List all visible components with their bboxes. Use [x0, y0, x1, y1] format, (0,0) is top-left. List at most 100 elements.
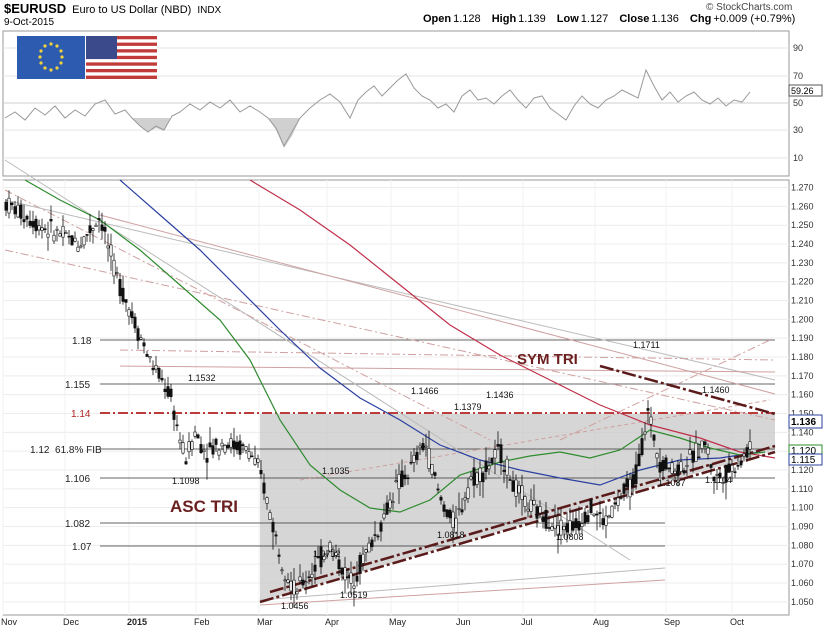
candle-body	[151, 367, 155, 371]
level-label-1-12-fib: 1.12 61.8% FIB	[30, 445, 102, 456]
ma-price-label: 1.115	[791, 455, 816, 466]
candle-body	[397, 473, 401, 490]
candle-body	[700, 440, 704, 449]
candlesticks	[4, 190, 752, 608]
candle-body	[169, 388, 173, 397]
high-label: High	[491, 13, 517, 25]
point-label: 1.1466	[411, 386, 439, 396]
candle-body	[145, 354, 149, 357]
us-flag-icon	[86, 36, 157, 79]
candle-body	[178, 439, 182, 444]
candle-body	[439, 496, 443, 501]
low-value: 1.127	[580, 13, 609, 25]
candle-body	[661, 460, 665, 472]
candle-body	[442, 504, 446, 512]
candle-body	[646, 408, 650, 411]
symbol: $EURUSD	[4, 1, 67, 16]
candle-body	[343, 567, 347, 581]
candle-body	[79, 245, 83, 248]
candle-body	[682, 470, 686, 474]
point-label: 1.1087	[658, 478, 686, 488]
candle-body	[37, 225, 41, 231]
time-tick-label: 2015	[127, 617, 147, 627]
time-tick-label: Sep	[664, 617, 680, 627]
candle-body	[328, 542, 332, 552]
candle-body	[673, 470, 677, 474]
close-label: Close	[619, 13, 650, 25]
candle-body	[649, 416, 653, 425]
candle-body	[445, 509, 449, 517]
candle-body	[298, 576, 302, 582]
price-tick-label: 1.180	[791, 352, 814, 362]
candle-body	[679, 461, 683, 472]
candle-body	[400, 470, 404, 488]
candle-body	[634, 464, 638, 485]
candle-body	[10, 202, 14, 206]
candle-body	[703, 441, 707, 446]
candle-body	[331, 549, 335, 557]
candle-body	[748, 441, 752, 450]
candle-body	[478, 467, 482, 482]
candle-body	[64, 232, 68, 235]
chart-date: 9-Oct-2015	[4, 17, 55, 28]
candle-body	[376, 535, 380, 538]
price-tick-label: 1.240	[791, 239, 814, 249]
candle-body	[565, 523, 569, 533]
candle-body	[712, 476, 716, 482]
candle-body	[433, 472, 437, 476]
candle-body	[514, 479, 518, 497]
point-label: 1.0519	[340, 590, 368, 600]
chg-value: +0.009 (+0.79%)	[713, 13, 796, 25]
candle-body	[622, 483, 626, 494]
candle-body	[205, 458, 209, 463]
point-label: 1.1460	[702, 385, 730, 395]
candle-body	[67, 235, 71, 238]
time-tick-label: Aug	[593, 617, 609, 627]
candle-body	[610, 505, 614, 518]
level-label-1-106: 1.106	[65, 474, 90, 485]
candle-body	[334, 552, 338, 556]
open-label: Open	[423, 13, 452, 25]
candle-body	[340, 567, 344, 575]
price-tick-label: 1.170	[791, 371, 814, 381]
candle-body	[220, 442, 224, 447]
candle-body	[511, 480, 515, 492]
point-label: 1.0712	[313, 549, 341, 559]
candle-body	[580, 523, 584, 527]
candle-body	[562, 526, 566, 531]
svg-text:30: 30	[793, 125, 803, 135]
candle-body	[58, 233, 62, 237]
candle-body	[415, 451, 419, 460]
candle-body	[499, 444, 503, 463]
candle-body	[337, 559, 341, 570]
candle-body	[322, 555, 326, 560]
candle-body	[190, 441, 194, 450]
candle-body	[694, 442, 698, 462]
candle-body	[379, 522, 383, 532]
candle-body	[583, 511, 587, 524]
candle-body	[34, 218, 38, 232]
candle-body	[730, 465, 734, 472]
price-tick-label: 1.070	[791, 559, 814, 569]
candle-body	[181, 442, 185, 454]
candle-body	[709, 464, 713, 468]
candle-body	[280, 569, 284, 572]
candle-body	[490, 457, 494, 464]
candle-body	[643, 431, 647, 435]
candle-body	[88, 225, 92, 234]
candle-body	[691, 450, 695, 463]
candle-body	[100, 224, 104, 231]
time-tick-label: Oct	[730, 617, 745, 627]
candle-body	[43, 228, 47, 231]
candle-body	[367, 542, 371, 553]
candle-body	[463, 497, 467, 501]
candle-body	[154, 365, 158, 370]
candle-body	[613, 502, 617, 505]
candle-body	[94, 224, 98, 227]
candle-body	[82, 236, 86, 246]
price-tick-label: 1.210	[791, 296, 814, 306]
candle-body	[295, 591, 299, 595]
time-axis: Nov Dec 2015 Feb Mar Apr May Jun Jul Aug Sep Oct	[1, 617, 745, 627]
candle-body	[139, 337, 143, 340]
candle-body	[472, 467, 476, 486]
